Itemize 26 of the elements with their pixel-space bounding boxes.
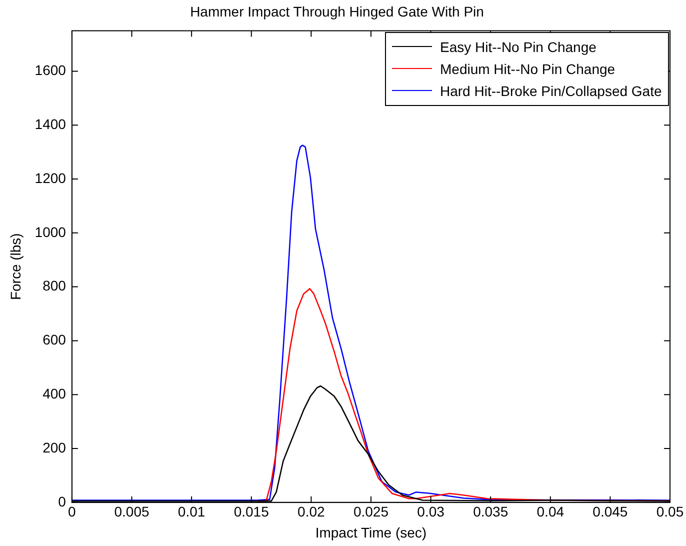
- x-axis-title: Impact Time (sec): [315, 524, 427, 540]
- x-tick-label: 0.05: [656, 504, 684, 520]
- x-tick-label: 0.01: [178, 504, 206, 520]
- x-tick-label: 0.025: [353, 504, 389, 520]
- y-tick-label: 1400: [34, 116, 66, 132]
- y-axis-title: Force (lbs): [7, 233, 24, 300]
- x-tick-label: 0.04: [536, 504, 564, 520]
- x-tick-label: 0.015: [234, 504, 270, 520]
- y-tick-label: 1200: [34, 170, 66, 186]
- y-tick-label: 1600: [34, 62, 66, 78]
- y-tick-label: 0: [58, 493, 66, 510]
- chart-title: Hammer Impact Through Hinged Gate With Pin: [190, 3, 484, 20]
- x-tick-label: 0.045: [592, 504, 628, 520]
- x-tick-label: 0.03: [417, 504, 445, 520]
- y-tick-label: 200: [42, 439, 66, 456]
- x-tick-label: 0.005: [114, 504, 150, 520]
- legend-label: Hard Hit--Broke Pin/Collapsed Gate: [439, 82, 662, 101]
- y-tick-label: 800: [42, 278, 66, 294]
- x-tick-label: 0.035: [473, 504, 508, 520]
- y-tick-label: 1000: [34, 224, 66, 240]
- x-tick-label: 0: [68, 504, 76, 520]
- x-tick-label: 0.02: [298, 504, 326, 520]
- legend-label: Medium Hit--No Pin Change: [439, 60, 616, 79]
- y-tick-label: 600: [42, 332, 66, 348]
- legend-label: Easy Hit--No Pin Change: [439, 38, 598, 57]
- y-tick-label: 400: [42, 385, 66, 402]
